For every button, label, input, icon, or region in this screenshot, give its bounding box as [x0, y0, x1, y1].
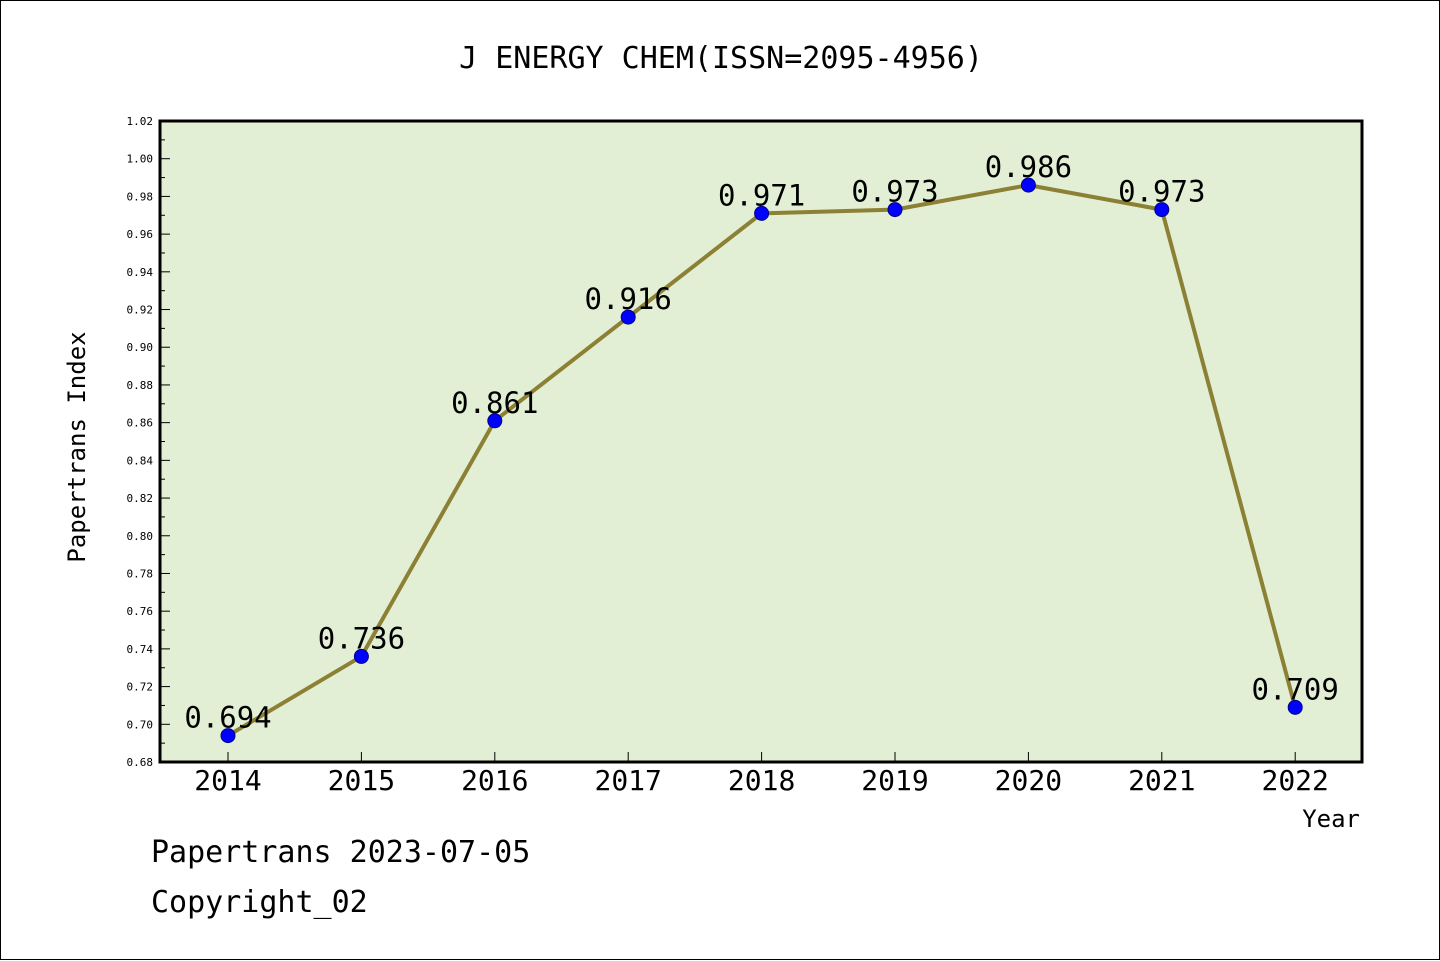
chart-title: J ENERGY CHEM(ISSN=2095-4956)	[459, 41, 983, 76]
x-tick-label: 2019	[861, 764, 928, 797]
x-axis-label: Year	[1302, 805, 1360, 833]
x-tick-label: 2014	[194, 764, 261, 797]
data-points	[220, 177, 1303, 744]
data-point	[620, 309, 636, 325]
y-tick-label: 0.96	[127, 228, 154, 241]
data-point	[487, 413, 503, 429]
x-tick-label: 2018	[728, 764, 795, 797]
y-tick-label: 1.02	[127, 115, 154, 128]
footer-copyright: Copyright_02	[151, 885, 368, 920]
data-point	[1020, 177, 1036, 193]
y-tick-label: 0.68	[127, 756, 154, 769]
data-point	[754, 205, 770, 221]
x-axis-ticks: 2014 2015 2016 2017 2018 2019 2020 2021 2022	[194, 752, 1329, 797]
data-label: 0.973	[1118, 175, 1205, 209]
data-label: 0.736	[318, 621, 405, 655]
y-tick-label: 0.88	[127, 379, 154, 392]
x-tick-label: 2020	[995, 764, 1062, 797]
data-label: 0.971	[718, 178, 805, 212]
data-point	[220, 728, 236, 744]
y-tick-label: 0.82	[127, 492, 154, 505]
data-label: 0.916	[585, 282, 672, 316]
data-label: 0.973	[851, 175, 938, 209]
x-tick-label: 2021	[1128, 764, 1195, 797]
data-point	[1287, 699, 1303, 715]
data-point	[353, 648, 369, 664]
y-tick-label: 0.74	[127, 643, 154, 656]
y-tick-label: 0.80	[127, 530, 154, 543]
y-tick-label: 0.98	[127, 190, 154, 203]
y-tick-label: 0.86	[127, 417, 154, 430]
data-labels: 0.694 0.736 0.861 0.916 0.971 0.973 0.986 0.973…	[184, 150, 1339, 735]
y-tick-label: 0.70	[127, 718, 154, 731]
data-point	[887, 202, 903, 218]
x-tick-label: 2017	[594, 764, 661, 797]
y-tick-label: 0.84	[127, 454, 154, 467]
x-tick-label: 2022	[1261, 764, 1328, 797]
x-tick-label: 2016	[461, 764, 528, 797]
y-tick-label: 0.94	[127, 266, 154, 279]
data-label: 0.709	[1252, 672, 1339, 706]
y-tick-label: 0.78	[127, 567, 154, 580]
y-tick-label: 1.00	[127, 153, 154, 166]
y-axis-ticks: 0.68 0.70 0.72 0.74 0.76 0.78 0.80 0.82 0.84 0.86…	[127, 115, 170, 769]
footer-date: Papertrans 2023-07-05	[151, 835, 531, 870]
x-tick-label: 2015	[328, 764, 395, 797]
y-tick-label: 0.90	[127, 341, 154, 354]
y-tick-label: 0.92	[127, 304, 154, 317]
data-label: 0.694	[184, 701, 271, 735]
data-point	[1154, 202, 1170, 218]
y-tick-label: 0.76	[127, 605, 154, 618]
y-tick-label: 0.72	[127, 681, 154, 694]
y-axis-label: Papertrans Index	[63, 331, 91, 562]
data-label: 0.986	[985, 150, 1072, 184]
data-label: 0.861	[451, 386, 538, 420]
